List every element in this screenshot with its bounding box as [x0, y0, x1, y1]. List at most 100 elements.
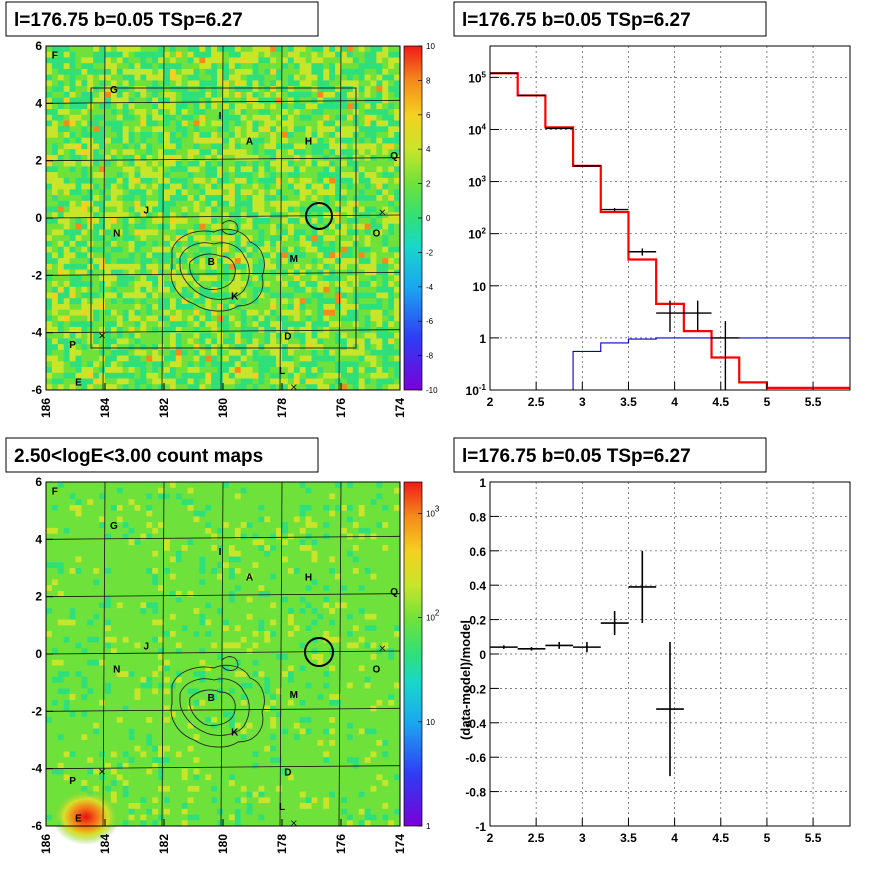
map-pixel	[93, 97, 100, 104]
map-pixel	[217, 46, 224, 53]
map-pixel	[164, 338, 171, 345]
map-pixel	[258, 384, 265, 391]
map-pixel	[69, 304, 76, 311]
map-pixel	[199, 86, 206, 93]
map-pixel	[217, 166, 224, 173]
map-pixel	[276, 269, 283, 276]
map-pixel	[228, 344, 236, 351]
map-pixel	[116, 522, 123, 529]
map-pixel	[217, 177, 224, 184]
map-pixel	[181, 223, 188, 230]
map-pixel	[110, 177, 118, 184]
map-pixel	[317, 258, 324, 265]
map-pixel	[282, 326, 289, 333]
map-pixel	[87, 252, 94, 259]
map-pixel	[217, 344, 224, 351]
map-pixel	[329, 46, 336, 53]
map-pixel	[122, 378, 129, 385]
map-pixel	[346, 149, 354, 156]
map-pixel	[152, 378, 159, 385]
map-pixel	[270, 223, 277, 230]
map-pixel	[246, 46, 253, 53]
map-pixel	[81, 694, 88, 701]
map-pixel	[323, 315, 330, 322]
map-pixel	[46, 636, 53, 643]
map-pixel	[99, 160, 106, 167]
map-pixel	[211, 200, 218, 207]
map-pixel	[217, 189, 224, 196]
map-pixel	[152, 671, 159, 678]
map-pixel	[211, 269, 218, 276]
map-pixel	[69, 596, 76, 603]
map-pixel	[57, 791, 64, 798]
map-pixel	[87, 212, 94, 219]
map-pixel	[69, 309, 76, 316]
map-pixel	[270, 109, 277, 116]
map-pixel	[128, 275, 135, 282]
map-pixel	[205, 206, 212, 213]
map-pixel	[329, 275, 336, 282]
map-pixel	[46, 109, 53, 116]
map-pixel	[258, 275, 265, 282]
map-pixel	[299, 206, 306, 213]
map-pixel	[99, 699, 106, 706]
map-pixel	[158, 361, 165, 368]
map-pixel	[128, 527, 135, 534]
map-pixel	[199, 252, 206, 259]
x-tick-label: 182	[157, 398, 171, 418]
map-pixel	[341, 229, 348, 236]
map-pixel	[264, 321, 271, 328]
map-pixel	[146, 372, 153, 379]
y-tick-label: -4	[31, 326, 42, 340]
map-pixel	[264, 80, 271, 87]
map-pixel	[63, 103, 70, 110]
map-pixel	[51, 493, 59, 500]
map-pixel	[146, 745, 153, 752]
map-pixel	[87, 166, 94, 173]
map-pixel	[346, 80, 354, 87]
map-pixel	[69, 103, 76, 110]
map-pixel	[128, 499, 135, 506]
map-pixel	[193, 114, 200, 121]
map-pixel	[364, 200, 371, 207]
map-pixel	[46, 275, 53, 282]
map-pixel	[276, 154, 283, 161]
map-pixel	[276, 275, 283, 282]
map-pixel	[110, 120, 118, 127]
map-pixel	[158, 728, 165, 735]
map-pixel	[181, 143, 188, 150]
map-pixel	[110, 642, 118, 649]
map-pixel	[293, 269, 300, 276]
map-pixel	[323, 149, 330, 156]
map-pixel	[217, 338, 224, 345]
map-pixel	[105, 522, 112, 529]
map-pixel	[217, 212, 224, 219]
map-pixel	[105, 57, 112, 64]
map-pixel	[122, 808, 129, 815]
map-pixel	[205, 195, 212, 202]
map-pixel	[211, 361, 218, 368]
map-pixel	[293, 252, 300, 259]
map-pixel	[258, 355, 265, 362]
map-pixel	[69, 642, 76, 649]
map-pixel	[81, 223, 88, 230]
map-pixel	[105, 51, 112, 58]
map-pixel	[287, 189, 295, 196]
map-pixel	[199, 246, 206, 253]
map-pixel	[87, 556, 94, 563]
map-pixel	[164, 585, 171, 592]
map-pixel	[87, 493, 94, 500]
map-pixel	[105, 699, 112, 706]
map-pixel	[134, 143, 141, 150]
map-pixel	[87, 780, 94, 787]
map-pixel	[287, 103, 295, 110]
map-pixel	[293, 372, 300, 379]
map-pixel	[99, 195, 106, 202]
map-pixel	[305, 286, 312, 293]
map-pixel	[81, 74, 88, 81]
map-pixel	[264, 367, 271, 374]
map-pixel	[299, 263, 306, 270]
map-pixel	[81, 51, 88, 58]
map-pixel	[110, 579, 118, 586]
map-pixel	[69, 195, 76, 202]
